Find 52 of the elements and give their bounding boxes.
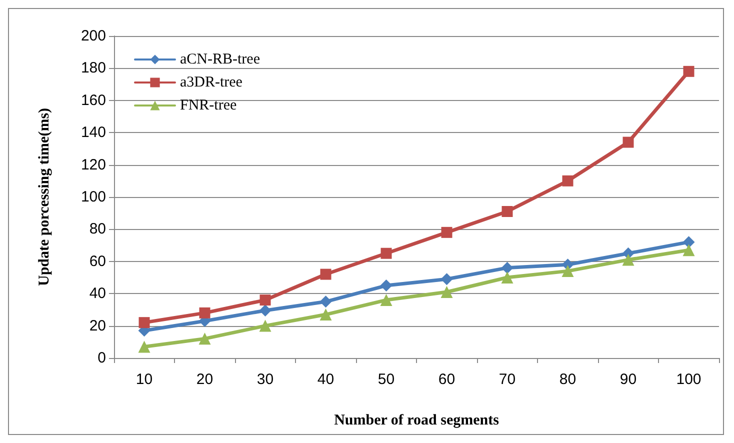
point	[259, 320, 272, 332]
point	[260, 294, 271, 306]
point	[380, 294, 392, 306]
point	[683, 66, 694, 77]
point	[440, 273, 453, 286]
x-axis-title: Number of road segments	[334, 412, 500, 428]
y-tick-label: 180	[80, 60, 106, 77]
x-tick-label: 10	[136, 371, 153, 388]
point	[501, 262, 514, 274]
y-tick-label: 120	[80, 156, 106, 174]
y-tick-label: 0	[98, 350, 106, 366]
y-tick-label: 160	[80, 92, 106, 109]
legend-label: a3DR-tree	[180, 74, 243, 90]
y-axis-title: Update porcessing time(ms)	[36, 108, 52, 286]
point	[138, 317, 150, 328]
point	[682, 244, 695, 256]
y-tick-label: 40	[89, 285, 106, 302]
x-tick-label: 90	[620, 371, 637, 388]
point	[380, 280, 392, 292]
x-tick-label: 80	[559, 371, 576, 388]
point	[199, 307, 210, 318]
point	[682, 236, 695, 248]
point	[440, 286, 453, 298]
y-tick-label: 60	[89, 252, 106, 270]
y-tick-label: 80	[89, 220, 106, 238]
point	[502, 206, 513, 217]
point	[320, 296, 332, 308]
point	[441, 226, 452, 238]
x-tick-label: 20	[196, 371, 214, 388]
x-tick-label: 70	[498, 371, 516, 388]
point	[259, 304, 272, 317]
x-tick-label: 30	[256, 371, 274, 388]
x-tick-label: 100	[676, 371, 702, 388]
x-tick-label: 40	[317, 371, 334, 388]
point	[562, 265, 574, 278]
point	[562, 175, 574, 186]
point	[198, 332, 211, 345]
y-tick-label: 100	[80, 188, 106, 206]
x-tick-label: 50	[378, 371, 395, 388]
point	[380, 248, 392, 259]
y-tick-label: 200	[80, 28, 106, 44]
point	[622, 254, 634, 266]
point	[501, 272, 514, 284]
point	[622, 136, 634, 148]
legend-label: aCN-RB-tree	[180, 52, 260, 68]
point	[320, 268, 332, 280]
x-tick-label: 60	[438, 371, 456, 388]
y-tick-label: 140	[80, 124, 106, 142]
y-tick-label: 20	[89, 317, 106, 334]
point	[320, 308, 332, 321]
point	[138, 340, 150, 353]
legend-label: FNR-tree	[180, 98, 237, 114]
